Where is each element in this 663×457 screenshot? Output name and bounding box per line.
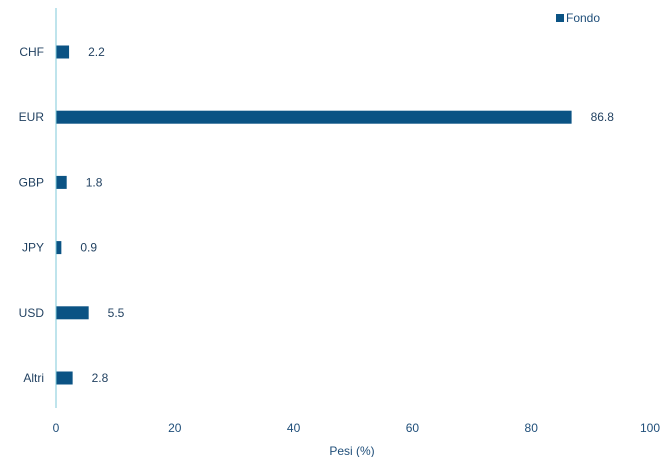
bar-gbp <box>56 175 67 189</box>
bar-usd <box>56 306 89 320</box>
legend-label-fondo: Fondo <box>566 11 600 25</box>
data-label-gbp: 1.8 <box>86 175 103 189</box>
x-tick-label-0: 0 <box>53 421 60 435</box>
data-label-altri: 2.8 <box>92 371 109 385</box>
data-label-usd: 5.5 <box>108 306 125 320</box>
legend-swatch-fondo <box>556 14 564 22</box>
data-labels: 2.2 86.8 1.8 0.9 5.5 2.8 <box>80 45 614 385</box>
bar-altri <box>56 371 73 385</box>
x-tick-label-40: 40 <box>287 421 301 435</box>
chart-legend: Fondo <box>556 11 600 25</box>
bar-chf <box>56 45 70 59</box>
bar-jpy <box>56 241 62 255</box>
data-label-jpy: 0.9 <box>80 241 97 255</box>
x-tick-label-100: 100 <box>640 421 660 435</box>
category-label-eur: EUR <box>19 110 45 124</box>
data-label-eur: 86.8 <box>591 110 615 124</box>
x-tick-label-60: 60 <box>406 421 420 435</box>
category-label-gbp: GBP <box>19 175 44 189</box>
category-label-altri: Altri <box>23 371 44 385</box>
bar-eur <box>56 110 572 124</box>
category-labels: CHF EUR GBP JPY USD Altri <box>19 45 45 385</box>
bars-group <box>56 45 572 385</box>
x-tick-label-20: 20 <box>168 421 182 435</box>
category-label-chf: CHF <box>19 45 44 59</box>
x-axis-tick-labels: 0 20 40 60 80 100 <box>53 421 661 435</box>
category-label-jpy: JPY <box>22 241 44 255</box>
x-axis-title: Pesi (%) <box>329 444 374 457</box>
category-label-usd: USD <box>19 306 45 320</box>
data-label-chf: 2.2 <box>88 45 105 59</box>
x-tick-label-80: 80 <box>525 421 539 435</box>
